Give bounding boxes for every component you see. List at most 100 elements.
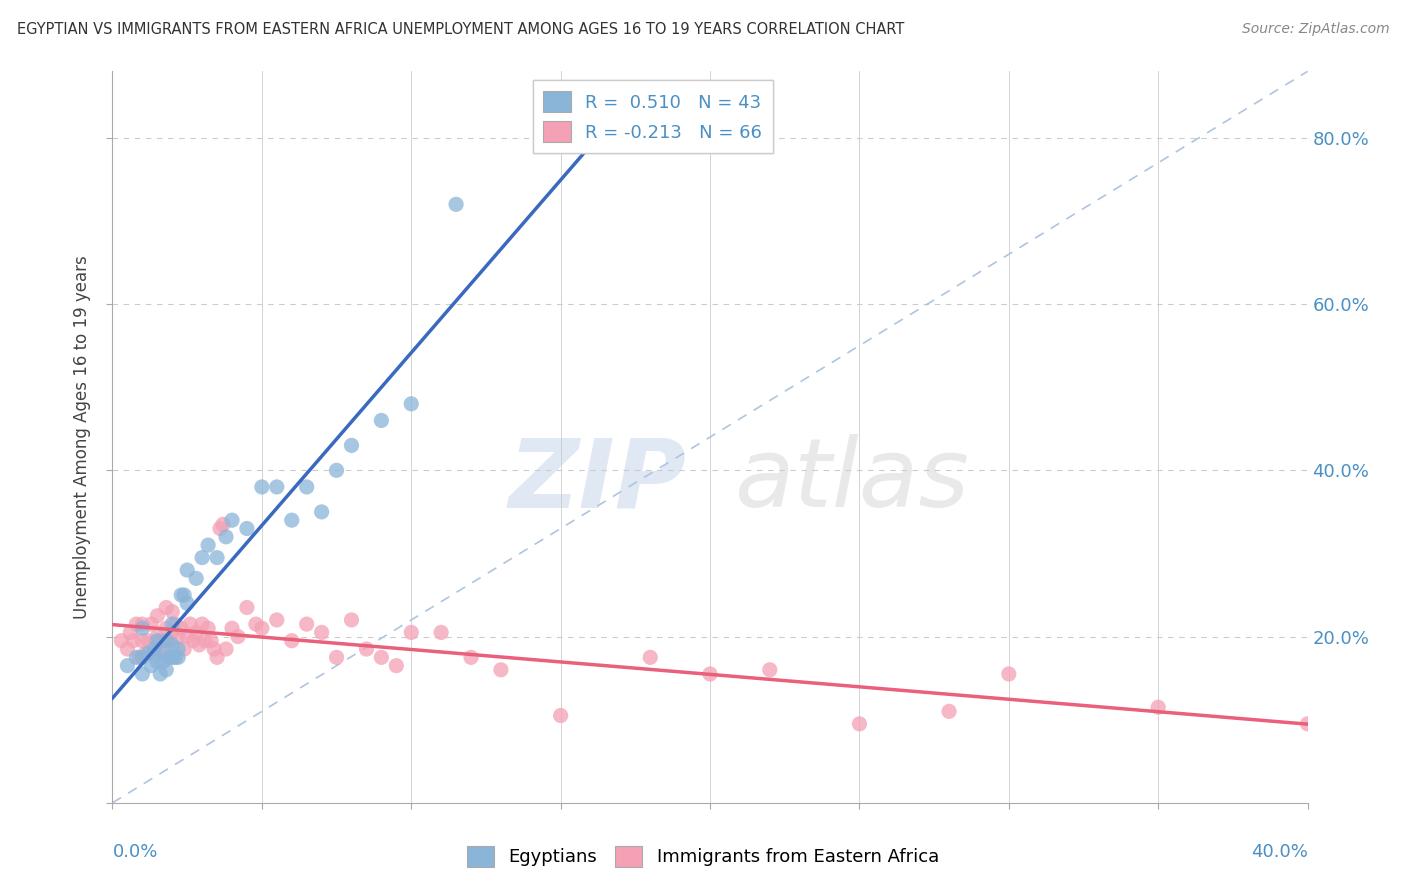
- Point: [120, 625, 142, 640]
- Point: [157, 650, 180, 665]
- Point: [138, 646, 160, 660]
- Point: [162, 638, 183, 652]
- Point: [165, 617, 187, 632]
- Point: [176, 630, 198, 644]
- Point: [640, 650, 662, 665]
- Point: [134, 646, 156, 660]
- Point: [131, 667, 153, 681]
- Point: [325, 463, 347, 477]
- Text: Source: ZipAtlas.com: Source: ZipAtlas.com: [1241, 22, 1389, 37]
- Point: [162, 650, 183, 665]
- Point: [266, 480, 288, 494]
- Point: [266, 613, 288, 627]
- Point: [131, 633, 153, 648]
- Point: [188, 638, 211, 652]
- Point: [699, 667, 721, 681]
- Point: [125, 617, 148, 632]
- Text: 40.0%: 40.0%: [1251, 843, 1308, 861]
- Point: [181, 633, 204, 648]
- Point: [191, 617, 214, 632]
- Point: [176, 596, 198, 610]
- Point: [340, 438, 363, 452]
- Point: [370, 413, 392, 427]
- Point: [152, 642, 174, 657]
- Point: [173, 588, 195, 602]
- Point: [340, 613, 363, 627]
- Point: [149, 667, 172, 681]
- Point: [444, 197, 467, 211]
- Point: [152, 655, 174, 669]
- Point: [221, 513, 243, 527]
- Point: [385, 658, 408, 673]
- Point: [167, 630, 190, 644]
- Point: [215, 530, 238, 544]
- Point: [125, 650, 148, 665]
- Point: [146, 608, 169, 623]
- Point: [170, 588, 193, 602]
- Point: [759, 663, 782, 677]
- Point: [149, 633, 172, 648]
- Point: [370, 650, 392, 665]
- Point: [167, 642, 190, 657]
- Point: [191, 550, 214, 565]
- Point: [401, 625, 423, 640]
- Point: [250, 480, 273, 494]
- Point: [1296, 716, 1319, 731]
- Point: [143, 642, 166, 657]
- Point: [430, 625, 453, 640]
- Point: [295, 480, 318, 494]
- Point: [250, 621, 273, 635]
- Point: [131, 617, 153, 632]
- Point: [311, 625, 333, 640]
- Point: [212, 517, 235, 532]
- Point: [162, 605, 183, 619]
- Point: [281, 513, 304, 527]
- Point: [295, 617, 318, 632]
- Point: [460, 650, 482, 665]
- Point: [157, 633, 180, 648]
- Point: [146, 655, 169, 669]
- Point: [202, 642, 225, 657]
- Point: [162, 625, 183, 640]
- Point: [117, 642, 139, 657]
- Point: [205, 650, 228, 665]
- Point: [226, 630, 249, 644]
- Point: [205, 550, 228, 565]
- Point: [236, 521, 259, 535]
- Point: [131, 650, 153, 665]
- Point: [176, 563, 198, 577]
- Point: [149, 646, 172, 660]
- Legend: Egyptians, Immigrants from Eastern Africa: Egyptians, Immigrants from Eastern Afric…: [460, 838, 946, 874]
- Point: [122, 633, 145, 648]
- Point: [1147, 700, 1170, 714]
- Point: [165, 650, 187, 665]
- Point: [401, 397, 423, 411]
- Point: [110, 633, 132, 648]
- Point: [179, 617, 201, 632]
- Y-axis label: Unemployment Among Ages 16 to 19 years: Unemployment Among Ages 16 to 19 years: [73, 255, 91, 619]
- Point: [162, 617, 183, 632]
- Point: [998, 667, 1021, 681]
- Point: [197, 538, 219, 552]
- Point: [848, 716, 870, 731]
- Point: [186, 571, 208, 585]
- Point: [155, 600, 177, 615]
- Legend: R =  0.510   N = 43, R = -0.213   N = 66: R = 0.510 N = 43, R = -0.213 N = 66: [533, 80, 773, 153]
- Point: [489, 663, 512, 677]
- Text: EGYPTIAN VS IMMIGRANTS FROM EASTERN AFRICA UNEMPLOYMENT AMONG AGES 16 TO 19 YEAR: EGYPTIAN VS IMMIGRANTS FROM EASTERN AFRI…: [17, 22, 904, 37]
- Point: [167, 650, 190, 665]
- Point: [197, 621, 219, 635]
- Text: atlas: atlas: [734, 434, 969, 527]
- Point: [325, 650, 347, 665]
- Point: [186, 625, 208, 640]
- Point: [236, 600, 259, 615]
- Point: [550, 708, 572, 723]
- Point: [938, 705, 960, 719]
- Point: [146, 633, 169, 648]
- Point: [221, 621, 243, 635]
- Point: [155, 621, 177, 635]
- Point: [356, 642, 378, 657]
- Point: [245, 617, 267, 632]
- Point: [170, 621, 193, 635]
- Point: [138, 633, 160, 648]
